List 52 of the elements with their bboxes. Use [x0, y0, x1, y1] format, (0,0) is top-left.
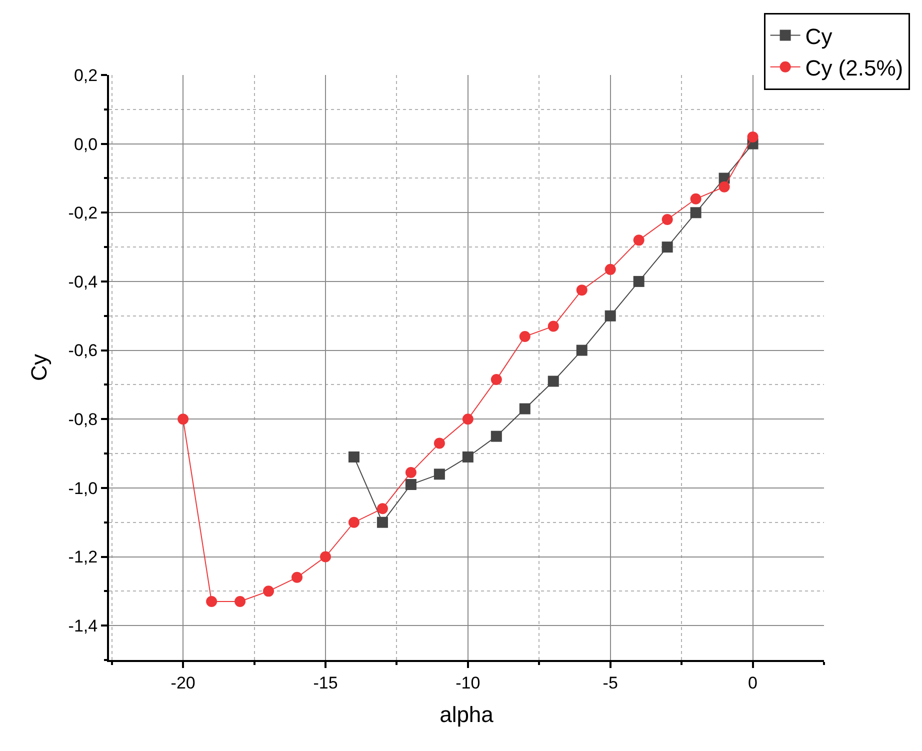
point — [462, 451, 474, 462]
point — [234, 596, 246, 607]
y-tick-label: -0,6 — [68, 341, 98, 360]
x-axis-title: alpha — [440, 702, 494, 727]
legend-label: Cy — [805, 24, 832, 49]
point — [662, 242, 673, 253]
point — [434, 438, 445, 449]
point — [490, 430, 502, 442]
point — [633, 276, 644, 287]
point — [548, 320, 559, 332]
point — [576, 344, 588, 356]
y-tick-label: -1,2 — [68, 548, 98, 567]
point — [548, 376, 559, 387]
y-tick-label: -0,2 — [68, 204, 98, 223]
point — [604, 264, 616, 275]
point — [263, 586, 274, 597]
x-tick-label: -15 — [313, 673, 338, 692]
point — [690, 207, 702, 218]
x-tick-label: -10 — [456, 673, 480, 692]
point — [747, 131, 758, 142]
point — [462, 414, 474, 425]
point — [206, 596, 218, 607]
y-tick-label: -0,4 — [68, 272, 98, 292]
point — [576, 284, 588, 296]
point — [690, 193, 702, 204]
point — [519, 403, 530, 414]
point — [633, 234, 644, 246]
point — [490, 374, 502, 386]
point — [405, 466, 416, 478]
point — [718, 181, 730, 192]
point — [405, 479, 416, 490]
point — [348, 451, 360, 462]
x-tick-label: 0 — [748, 673, 758, 692]
y-tick-label: -1,4 — [68, 616, 98, 636]
x-tick-label: -20 — [170, 673, 196, 692]
point — [662, 214, 673, 226]
y-tick-label: 0,2 — [74, 66, 98, 85]
y-axis-title: Cy — [26, 354, 52, 381]
y-tick-label: -0,8 — [68, 410, 98, 430]
x-tick-label: -5 — [602, 673, 618, 692]
point — [178, 414, 189, 425]
point — [376, 503, 388, 514]
legend-label: Cy (2.5%) — [805, 55, 904, 80]
point — [376, 516, 388, 528]
point — [348, 516, 360, 528]
point — [604, 310, 616, 322]
point — [320, 551, 331, 562]
point — [292, 572, 303, 583]
y-tick-label: 0,0 — [74, 134, 98, 154]
point — [519, 331, 530, 342]
y-tick-label: -1,0 — [68, 478, 98, 498]
point — [434, 468, 445, 480]
